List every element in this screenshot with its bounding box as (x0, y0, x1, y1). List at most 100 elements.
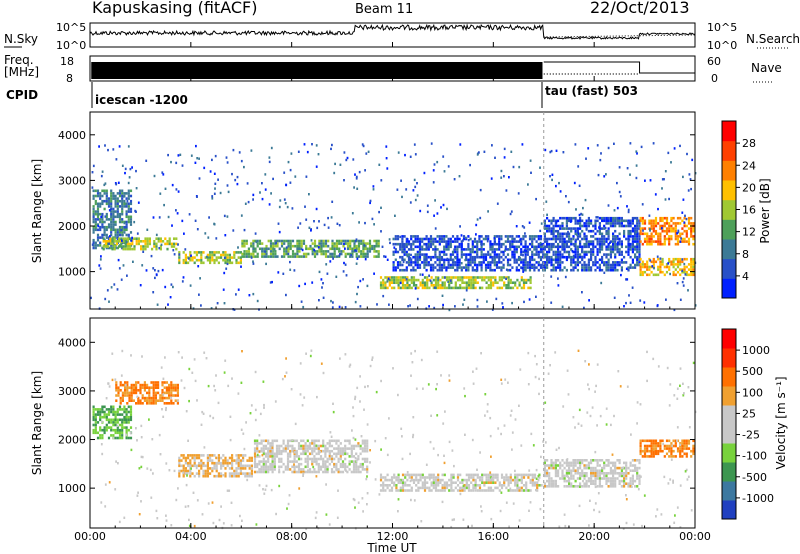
power-cell (434, 248, 437, 251)
power-cell (557, 250, 560, 254)
velocity-cell (627, 466, 630, 470)
velocity-cell (672, 444, 675, 448)
power-cell (427, 263, 430, 267)
power-scatter (400, 179, 402, 182)
velocity-cell (441, 484, 444, 487)
velocity-cell (683, 447, 686, 450)
power-cell (116, 192, 119, 195)
power-cell (220, 256, 223, 259)
power-scatter (219, 191, 222, 195)
power-cell (426, 284, 429, 287)
power-cell (423, 242, 426, 246)
power-cell (614, 235, 617, 238)
velocity-cell (306, 470, 309, 474)
power-cell (605, 255, 608, 259)
power-cell (434, 255, 437, 259)
power-cell (550, 229, 553, 233)
velocity-cell (390, 489, 394, 492)
velocity-cell (99, 426, 102, 429)
power-scatter (523, 249, 526, 252)
velocity-cell (596, 474, 599, 478)
power-scatter (626, 205, 628, 208)
velocity-cell (256, 444, 259, 448)
velocity-cell (198, 469, 201, 473)
velocity-cell (96, 421, 100, 424)
power-scatter (333, 171, 336, 175)
power-scatter (128, 176, 131, 179)
power-cell (256, 239, 259, 243)
velocity-cell (492, 478, 495, 482)
power-cell (443, 263, 446, 267)
power-scatter (135, 187, 138, 190)
velocity-cell (412, 473, 416, 477)
power-cell (438, 258, 441, 262)
power-cell (414, 263, 417, 267)
power-cell (351, 239, 354, 243)
power-scatter (529, 159, 532, 162)
velocity-cell (286, 452, 290, 456)
power-cell (206, 256, 209, 259)
power-cell (659, 260, 662, 264)
velocity-cell (470, 481, 473, 484)
power-cell (598, 216, 601, 220)
power-cell (489, 278, 493, 282)
velocity-cell (514, 489, 517, 492)
freq-trace (91, 61, 695, 79)
velocity-cell (286, 460, 290, 463)
power-cell (110, 223, 113, 226)
velocity-cell (116, 431, 119, 435)
power-scatter (172, 249, 175, 252)
power-scatter (97, 213, 100, 216)
power-scatter (250, 256, 253, 259)
velocity-cell (390, 486, 394, 490)
power-cell (313, 244, 317, 248)
power-cell (636, 248, 639, 251)
power-cell (265, 252, 268, 256)
power-cell (213, 251, 216, 254)
power-cell (429, 255, 433, 259)
power-scatter (223, 256, 226, 260)
velocity-cell (317, 470, 320, 474)
power-cell (629, 266, 632, 269)
velocity-cell (269, 455, 272, 458)
power-scatter (635, 150, 638, 153)
power-cell (123, 199, 126, 203)
velocity-cell (231, 464, 234, 468)
power-scatter (355, 249, 358, 253)
power-cell (316, 252, 319, 256)
power-cell (496, 286, 499, 290)
velocity-cell (275, 455, 279, 458)
power-cell (157, 240, 160, 243)
velocity-cell (271, 470, 274, 474)
power-cell (114, 220, 117, 224)
power-cell (470, 278, 473, 282)
velocity-cell (583, 474, 586, 478)
power-scatter (214, 154, 217, 158)
velocity-cell (317, 447, 320, 450)
velocity-cell (264, 439, 268, 443)
velocity-cell (423, 486, 427, 490)
power-cell (377, 252, 380, 256)
power-cell (636, 237, 639, 241)
power-scatter (175, 209, 177, 212)
power-cell (506, 237, 510, 241)
velocity-cell (629, 479, 632, 483)
power-cell (614, 245, 617, 249)
velocity-cell (576, 485, 579, 488)
power-cell (432, 248, 435, 251)
velocity-cell (220, 456, 223, 460)
velocity-cell (344, 447, 347, 450)
velocity-cell (291, 449, 294, 453)
power-cell (559, 224, 562, 228)
velocity-cell (220, 467, 223, 470)
velocity-cell (293, 457, 296, 461)
power-cell (333, 255, 336, 258)
velocity-cell (620, 479, 623, 483)
power-cell (146, 245, 149, 248)
power-cell (189, 251, 192, 254)
power-scatter (687, 289, 689, 292)
velocity-cell (650, 452, 653, 456)
power-scatter (268, 160, 271, 164)
power-cell (127, 194, 130, 198)
power-scatter (505, 268, 508, 271)
